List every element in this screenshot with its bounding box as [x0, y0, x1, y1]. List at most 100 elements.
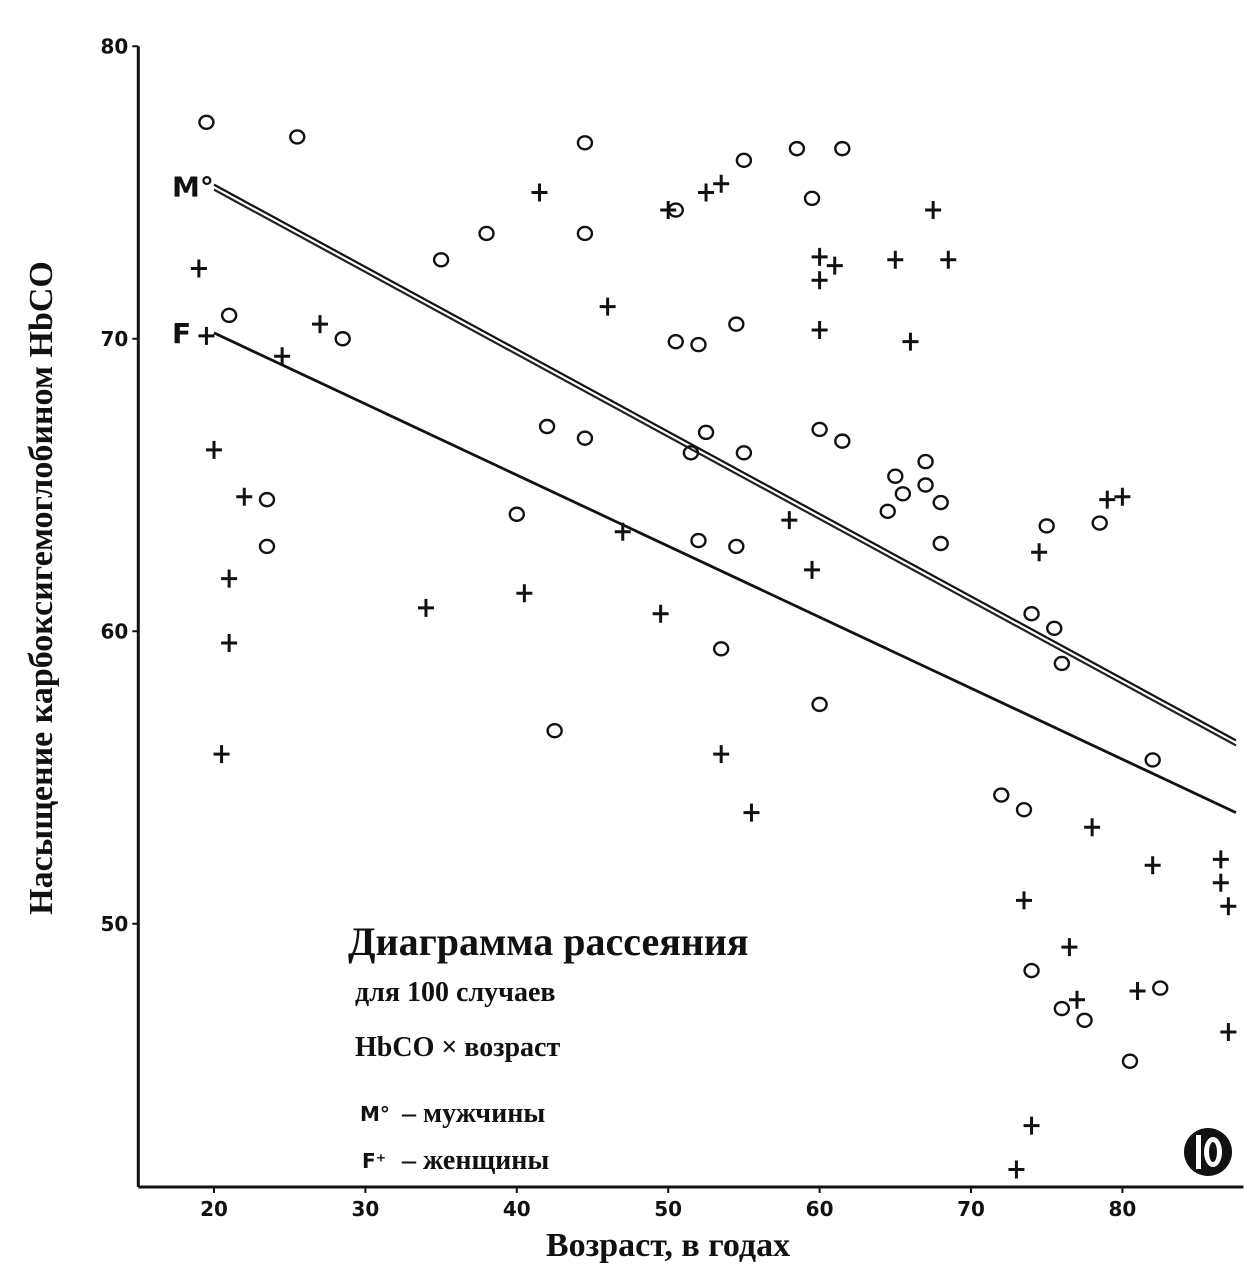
data-point-female	[1061, 938, 1078, 957]
data-point-male	[917, 453, 934, 470]
data-point-female	[1220, 1022, 1237, 1041]
data-point-male	[508, 506, 525, 522]
data-point-female	[1212, 850, 1229, 869]
data-point-female	[925, 201, 942, 220]
regression-label-female: F	[172, 317, 191, 350]
legend-label-male: – мужчины	[401, 1098, 545, 1129]
data-point-male	[682, 445, 700, 461]
data-point-male	[1023, 962, 1040, 979]
x-tick-label: 80	[1108, 1197, 1136, 1221]
data-point-male	[887, 468, 904, 484]
data-point-male	[1038, 518, 1055, 534]
data-point-male	[667, 333, 684, 350]
data-point-female	[599, 297, 616, 316]
data-point-female	[614, 522, 631, 541]
data-point-male	[198, 114, 215, 131]
y-axis-label: Насыщение карбоксигемоглобином HbCO	[23, 261, 60, 915]
data-point-female	[698, 183, 715, 202]
data-point-female	[1099, 490, 1116, 509]
data-point-male	[834, 433, 851, 449]
data-point-female	[190, 259, 207, 278]
data-point-male	[1152, 980, 1169, 996]
data-point-female	[660, 201, 677, 220]
data-point-female	[516, 584, 533, 603]
data-point-male	[258, 491, 276, 508]
regression-line-male	[213, 188, 1237, 747]
plot-area: 20 30 40 50 60 70 80 50 60 70 80 M° F	[100, 34, 1244, 1221]
data-point-female	[1144, 856, 1161, 875]
data-point-female	[221, 569, 238, 588]
data-point-female	[1084, 818, 1101, 837]
data-point-male	[1023, 606, 1040, 622]
data-point-male	[728, 538, 745, 555]
data-point-male	[803, 190, 821, 207]
data-point-male	[917, 477, 934, 493]
data-point-male	[690, 532, 707, 549]
data-point-female	[1068, 990, 1085, 1009]
x-tick-label: 20	[200, 1197, 228, 1221]
data-point-male	[697, 424, 715, 441]
data-point-female	[811, 247, 828, 266]
data-point-female	[743, 803, 760, 822]
data-point-male	[894, 486, 912, 502]
x-tick-label: 70	[957, 1197, 985, 1221]
x-tick-label: 30	[351, 1197, 379, 1221]
data-point-female	[1220, 897, 1237, 916]
data-point-female	[1008, 1160, 1025, 1179]
data-point-female	[221, 633, 238, 652]
data-point-male	[788, 140, 806, 157]
data-point-male	[879, 503, 896, 520]
data-point-male	[811, 696, 828, 713]
data-point-female	[274, 347, 291, 366]
data-point-female	[198, 326, 215, 345]
data-point-male	[1091, 515, 1108, 531]
legend-mark-male: M°	[360, 1102, 390, 1126]
regression-line-male	[213, 183, 1237, 742]
data-point-female	[1031, 543, 1048, 562]
chart-subtitle-2: HbCO × возраст	[355, 1032, 560, 1063]
data-point-male	[735, 152, 753, 169]
x-axis-label: Возраст, в годах	[546, 1227, 790, 1264]
publisher-logo	[1184, 1128, 1232, 1176]
data-point-male	[220, 307, 238, 324]
y-tick-label: 60	[100, 619, 128, 643]
data-point-male	[834, 140, 851, 157]
x-tick-label: 40	[503, 1197, 531, 1221]
data-point-male	[1015, 801, 1033, 818]
data-point-female	[1129, 982, 1146, 1001]
regression-label-male: M°	[172, 171, 214, 204]
data-point-female	[826, 256, 843, 275]
data-point-female	[811, 271, 828, 290]
data-point-female	[206, 440, 222, 459]
regression-line-female	[213, 331, 1237, 814]
data-point-male	[289, 129, 306, 145]
data-point-female	[1015, 891, 1032, 910]
y-tick-label: 50	[100, 912, 128, 936]
data-point-female	[781, 511, 798, 530]
data-point-female	[652, 604, 669, 623]
data-point-female	[311, 315, 328, 334]
legend-mark-female: F⁺	[362, 1149, 386, 1173]
legend-label-female: – женщины	[401, 1145, 549, 1176]
data-point-male	[1053, 655, 1071, 672]
data-point-male	[735, 445, 753, 461]
chart-subtitle-1: для 100 случаев	[355, 977, 556, 1008]
data-point-male	[1053, 1000, 1071, 1017]
data-point-male	[1144, 752, 1161, 768]
data-point-male	[546, 723, 563, 739]
data-point-male	[432, 252, 450, 268]
data-point-male	[1046, 620, 1063, 637]
data-point-male	[728, 316, 745, 332]
data-point-female	[1023, 1116, 1040, 1135]
data-point-male	[932, 494, 949, 511]
data-point-female	[1114, 487, 1131, 506]
data-point-male	[1121, 1053, 1139, 1069]
y-tick-label: 70	[100, 327, 128, 351]
data-point-female	[887, 250, 904, 269]
data-point-male	[712, 641, 730, 657]
y-axis-title: Насыщение карбоксигемоглобином HbCO	[23, 261, 60, 915]
data-point-female	[804, 560, 821, 579]
data-point-male	[993, 787, 1010, 803]
data-point-male	[538, 418, 556, 435]
